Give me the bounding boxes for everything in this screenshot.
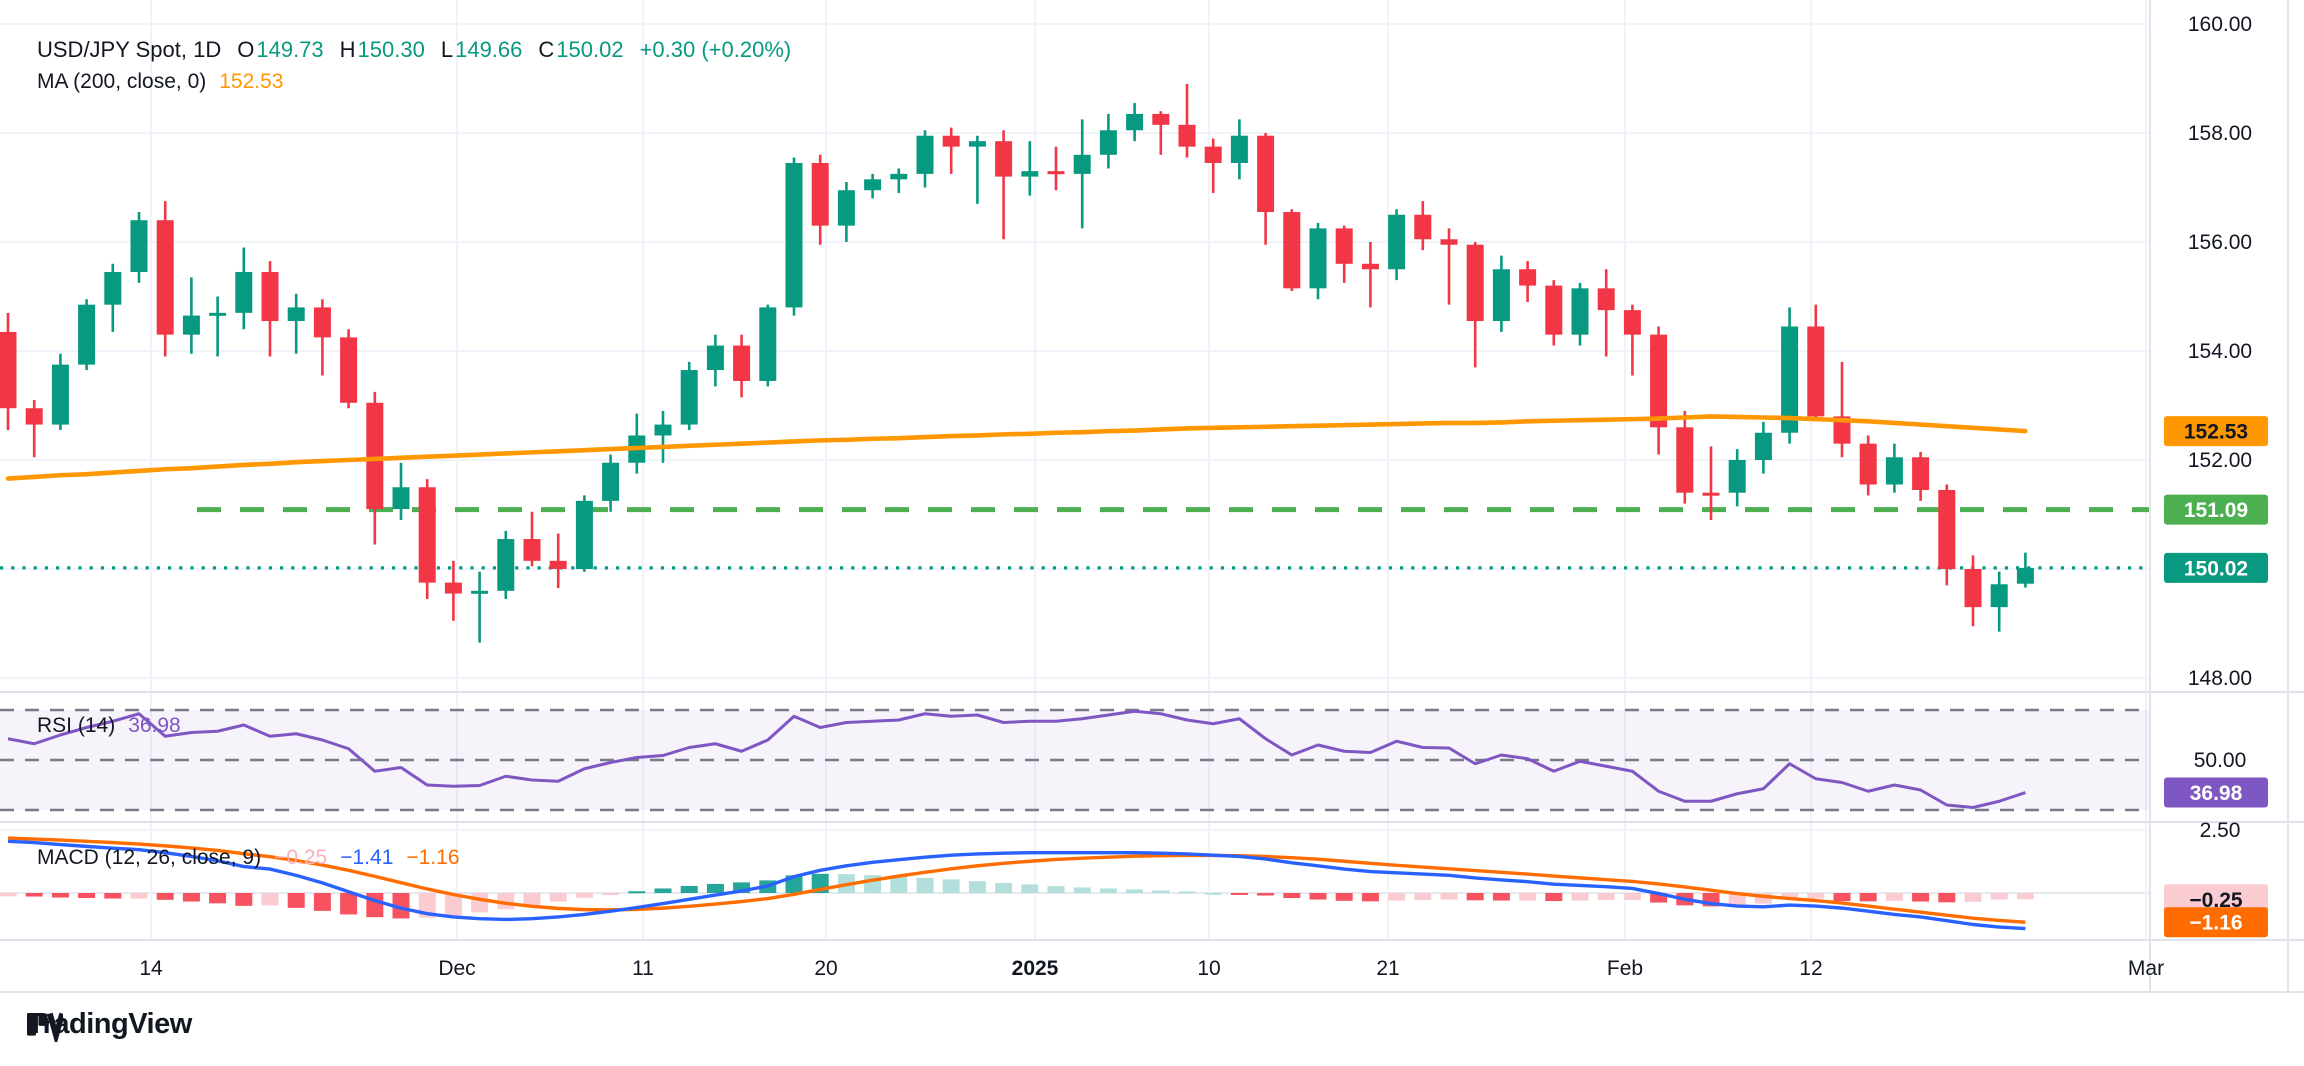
badge-last-price: 150.02: [2164, 552, 2268, 583]
badge-macd-signal: −1.16: [2164, 907, 2268, 938]
svg-text:156.00: 156.00: [2188, 231, 2252, 254]
rsi-value: 36.98: [128, 714, 181, 737]
high-value: 150.30: [357, 37, 425, 62]
time-scale[interactable]: [0, 940, 2304, 992]
svg-text:150.02: 150.02: [2184, 557, 2248, 580]
svg-text:148.00: 148.00: [2188, 667, 2252, 690]
svg-text:152.00: 152.00: [2188, 449, 2252, 472]
svg-text:10: 10: [1197, 957, 1220, 980]
pane-separators[interactable]: [0, 0, 2304, 993]
badge-rsi-value: 36.98: [2164, 777, 2268, 808]
svg-text:21: 21: [1376, 957, 1399, 980]
footer-brand[interactable]: TradingView: [27, 1008, 192, 1042]
macd-lines[interactable]: [7, 836, 2026, 931]
svg-text:50.00: 50.00: [2194, 749, 2247, 772]
open-key: O: [237, 37, 255, 62]
svg-text:Feb: Feb: [1607, 957, 1643, 980]
open-value: 149.73: [256, 37, 324, 62]
ma-legend[interactable]: MA (200, close, 0) 152.53: [37, 69, 283, 95]
macd-label: MACD (12, 26, close, 9): [37, 846, 262, 869]
svg-text:154.00: 154.00: [2188, 340, 2252, 363]
badge-ma-value: 152.53: [2164, 416, 2268, 447]
close-key: C: [538, 37, 555, 62]
tradingview-logo-icon: [27, 1012, 63, 1042]
svg-text:20: 20: [814, 957, 837, 980]
ma-value: 152.53: [219, 70, 284, 93]
rsi-pane-layer: [0, 708, 2150, 812]
ohlc-high: H 150.30: [340, 37, 425, 63]
ma200-line[interactable]: [5, 414, 2028, 481]
macd-hist-value: −0.25: [274, 846, 328, 869]
high-key: H: [339, 37, 356, 62]
svg-text:152.53: 152.53: [2184, 421, 2248, 444]
macd-pane[interactable]: [0, 822, 2150, 940]
svg-text:160.00: 160.00: [2188, 13, 2252, 36]
svg-text:Dec: Dec: [438, 957, 475, 980]
ohlc-close: C 150.02: [538, 37, 623, 63]
svg-text:11: 11: [632, 957, 654, 980]
low-value: 149.66: [455, 37, 523, 62]
symbol-title[interactable]: USD/JPY Spot, 1D: [37, 37, 222, 62]
rsi-label: RSI (14): [37, 714, 116, 737]
change-value: +0.30 (+0.20%): [639, 37, 792, 62]
grid-layer: [0, 0, 2150, 940]
badge-macd-hist: −0.25: [2164, 884, 2268, 915]
svg-text:−1.16: −1.16: [2189, 912, 2242, 935]
macd-histogram: [0, 873, 2034, 919]
macd-line-value: −1.41: [340, 846, 394, 869]
rsi-legend[interactable]: RSI (14) 36.98: [37, 713, 181, 739]
macd-legend[interactable]: MACD (12, 26, close, 9) −0.25 −1.41 −1.1…: [37, 845, 460, 871]
macd-signal-value: −1.16: [406, 846, 460, 869]
svg-text:2.50: 2.50: [2200, 819, 2241, 842]
svg-text:36.98: 36.98: [2190, 782, 2243, 805]
ohlc-open: O 149.73: [237, 37, 323, 63]
svg-text:−0.25: −0.25: [2189, 889, 2242, 912]
symbol-legend[interactable]: USD/JPY Spot, 1D O 149.73 H 150.30 L 149.66…: [37, 37, 791, 63]
svg-text:12: 12: [1799, 957, 1822, 980]
price-axis-badges: 152.53 151.09 150.02 36.98 −0.25−1.16: [2164, 416, 2268, 938]
close-value: 150.02: [556, 37, 624, 62]
ohlc-low: L 149.66: [441, 37, 523, 63]
svg-text:2025: 2025: [1012, 957, 1059, 980]
svg-text:151.09: 151.09: [2184, 499, 2248, 522]
badge-level-green: 151.09: [2164, 494, 2268, 525]
rsi-line[interactable]: [7, 709, 2026, 809]
svg-text:14: 14: [139, 957, 163, 980]
time-axis-labels[interactable]: 14 Dec 11 20 2025 10 21 Feb 12 Mar: [139, 957, 2164, 980]
svg-text:Mar: Mar: [2128, 957, 2164, 980]
ma-label: MA (200, close, 0): [37, 70, 207, 93]
svg-text:158.00: 158.00: [2188, 122, 2252, 145]
candles-layer: [0, 83, 2034, 643]
low-key: L: [440, 37, 454, 62]
